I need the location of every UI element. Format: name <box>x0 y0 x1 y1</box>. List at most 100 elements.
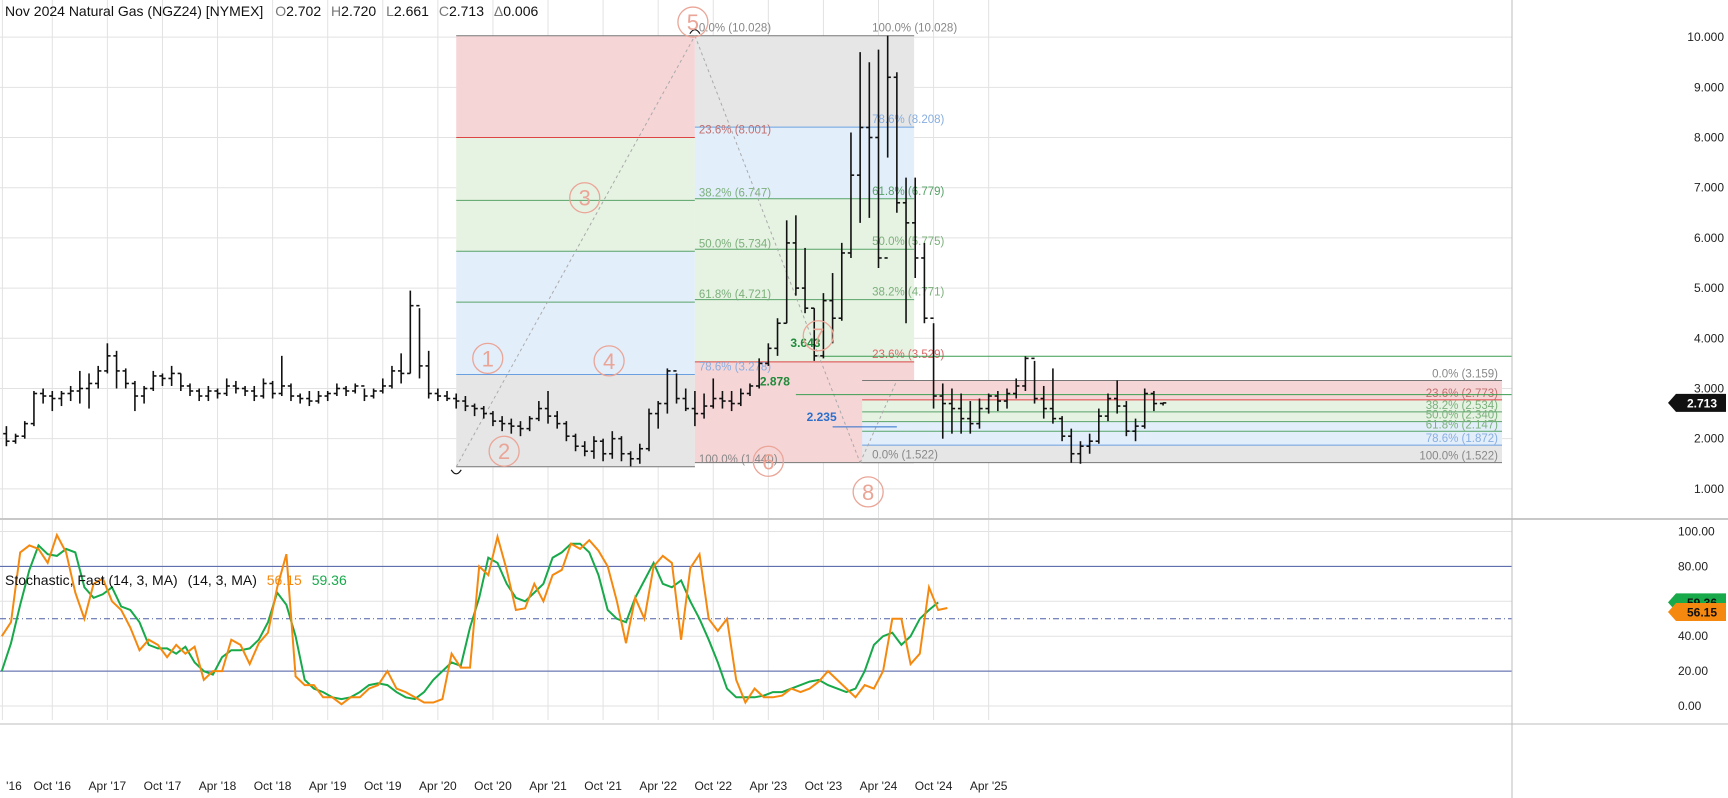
ohlc-bar <box>1013 378 1020 399</box>
fib-label-a: 78.6% (3.278) <box>699 362 771 374</box>
ohlc-bar <box>939 383 946 439</box>
ohlc-bar <box>131 380 139 412</box>
wave-circle <box>488 435 520 467</box>
ohlc-bar <box>315 391 322 404</box>
close-value: 2.713 <box>449 3 484 19</box>
ohlc-bar <box>774 318 781 356</box>
price-tick-label: 8.000 <box>1694 131 1724 145</box>
ohlc-bar <box>847 132 855 258</box>
ohlc-bar <box>1141 388 1148 429</box>
ohlc-bar <box>783 220 790 325</box>
stoch-slow-line <box>0 542 939 701</box>
price-tick-label: 10.000 <box>1687 30 1724 44</box>
fib-zone <box>862 399 1502 412</box>
fib-zone <box>456 35 695 138</box>
ohlc-bar <box>462 396 469 412</box>
low-label: L <box>386 3 394 19</box>
ohlc-bar <box>168 365 175 386</box>
ohlc-bar <box>214 388 221 399</box>
fib-label-a: 0.0% (10.028) <box>699 23 771 35</box>
time-tick-label: Apr '20 <box>419 779 457 793</box>
ohlc-bar <box>342 385 350 397</box>
stoch-tick-label: 40.00 <box>1678 629 1708 643</box>
high-value: 2.720 <box>341 3 376 19</box>
ohlc-bar <box>719 391 726 409</box>
time-tick-label: Oct '21 <box>584 779 622 793</box>
fib-label-a: 100.0% (1.440) <box>699 454 778 466</box>
ohlc-bar <box>921 242 928 324</box>
ohlc-bar <box>67 385 74 402</box>
ohlc-bar <box>434 388 442 402</box>
price-tick-label: 6.000 <box>1694 231 1724 245</box>
high-label: H <box>331 3 341 19</box>
ohlc-bar <box>379 378 386 394</box>
ohlc-bar <box>746 383 754 397</box>
stochastic-panel <box>0 518 1728 706</box>
ohlc-bar <box>838 242 845 321</box>
ohlc-bar <box>526 416 533 432</box>
price-tick-label: 4.000 <box>1694 331 1724 345</box>
ohlc-bar <box>902 177 910 324</box>
fib-label-c: 100.0% (1.522) <box>1419 451 1498 463</box>
fib-zone <box>694 35 915 128</box>
ohlc-bar <box>1040 385 1047 419</box>
ohlc-bar <box>140 385 148 404</box>
fib-zone <box>456 302 695 375</box>
ohlc-bar <box>755 358 763 389</box>
wave-circle <box>569 182 601 214</box>
fib-label-b: 38.2% (4.771) <box>872 287 944 299</box>
ohlc-bar <box>636 443 644 464</box>
ohlc-bar <box>232 380 240 394</box>
fib-zone <box>456 137 695 201</box>
wave-number: 4 <box>603 349 615 374</box>
ohlc-bar <box>517 421 524 437</box>
ohlc-bar <box>627 451 634 467</box>
fib-label-a: 38.2% (6.747) <box>699 187 771 199</box>
fib-zone <box>862 445 1502 463</box>
ohlc-bar <box>480 406 487 419</box>
fib-label-c: 23.6% (2.773) <box>1426 388 1498 400</box>
change-value: 0.006 <box>503 3 538 19</box>
elliott-wave-labels: 1 2 3 4 5 6 7 8 <box>472 6 884 508</box>
stochastic-fast-value: 56.15 <box>267 572 302 588</box>
stochastic-slow-value: 59.36 <box>312 572 347 588</box>
time-tick-label: Apr '17 <box>89 779 127 793</box>
ohlc-bar <box>333 383 341 397</box>
price-tick-label: 1.000 <box>1694 482 1724 496</box>
trend-guide <box>455 35 696 468</box>
wave-label-3: 3 <box>569 182 601 214</box>
ohlc-bar <box>453 393 460 409</box>
ohlc-bar <box>765 343 772 366</box>
time-tick-label: Oct '24 <box>915 779 953 793</box>
ohlc-bar <box>930 317 937 409</box>
ohlc-bar <box>352 383 359 394</box>
ohlc-bar <box>1132 418 1139 442</box>
stochastic-header: Stochastic, Fast (14, 3, MA) (14, 3, MA)… <box>5 572 347 588</box>
ohlc-bar <box>1003 388 1011 409</box>
ohlc-bar <box>370 388 377 399</box>
time-tick-label: Oct '20 <box>474 779 512 793</box>
time-tick-label: Apr '24 <box>860 779 898 793</box>
ohlc-bar <box>1095 408 1103 444</box>
low-value: 2.661 <box>394 3 429 19</box>
ohlc-bar <box>893 72 901 213</box>
ohlc-bar <box>1150 391 1158 412</box>
ohlc-bar <box>296 393 304 404</box>
ohlc-bar <box>1086 433 1093 454</box>
wave-number: 1 <box>482 346 494 371</box>
ohlc-bar <box>866 62 873 218</box>
wave-label-4: 4 <box>593 345 625 377</box>
ohlc-bar <box>563 421 570 442</box>
time-tick-label: Oct '19 <box>364 779 402 793</box>
time-tick-label: Oct '18 <box>254 779 292 793</box>
trend-guide <box>694 35 861 463</box>
ohlc-bar <box>1049 368 1057 424</box>
fib-label-c: 78.6% (1.872) <box>1426 433 1498 445</box>
ohlc-bar <box>241 385 249 397</box>
ohlc-bar <box>1031 357 1038 404</box>
ohlc-bar <box>49 391 56 412</box>
ohlc-bar <box>58 391 65 407</box>
ohlc-bar <box>324 391 331 402</box>
